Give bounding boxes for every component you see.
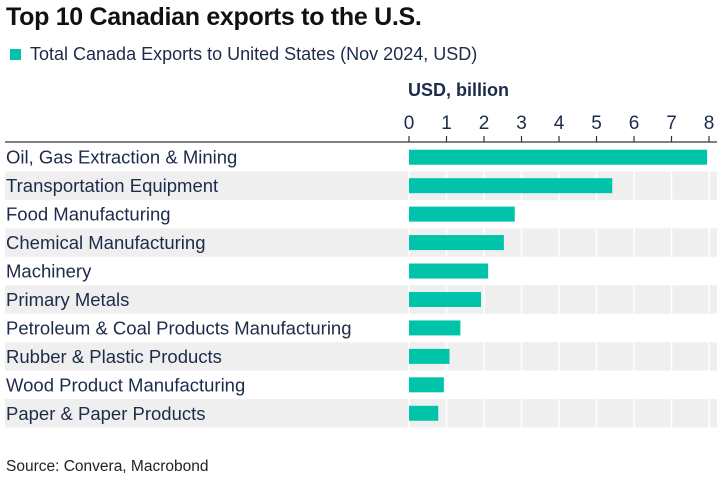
bar <box>409 263 489 279</box>
x-tick-label: 0 <box>404 113 415 134</box>
category-label: Wood Product Manufacturing <box>6 374 245 395</box>
legend-label: Total Canada Exports to United States (N… <box>30 43 478 64</box>
bar <box>409 405 439 421</box>
category-label: Transportation Equipment <box>6 175 218 196</box>
bar <box>409 235 504 251</box>
legend-swatch <box>10 48 21 60</box>
bar <box>409 377 444 393</box>
row-band <box>5 342 717 371</box>
x-tick-label: 5 <box>591 113 602 134</box>
x-tick-label: 1 <box>441 113 452 134</box>
x-tick-label: 8 <box>704 113 715 134</box>
category-label: Paper & Paper Products <box>6 403 206 424</box>
bar <box>409 149 708 165</box>
bar <box>409 291 481 307</box>
row-band <box>5 285 717 314</box>
x-tick-label: 4 <box>554 113 565 134</box>
category-label: Machinery <box>6 261 92 282</box>
category-label: Rubber & Plastic Products <box>6 346 222 367</box>
category-label: Primary Metals <box>6 289 129 310</box>
category-label: Chemical Manufacturing <box>6 232 205 253</box>
x-axis-label: USD, billion <box>408 80 509 100</box>
category-label: Oil, Gas Extraction & Mining <box>6 147 237 168</box>
legend: Total Canada Exports to United States (N… <box>10 42 477 66</box>
x-tick-label: 3 <box>516 113 527 134</box>
chart-title: Top 10 Canadian exports to the U.S. <box>6 3 422 31</box>
x-tick-label: 7 <box>666 113 677 134</box>
bar <box>409 348 450 364</box>
bar <box>409 178 613 194</box>
x-tick-label: 2 <box>479 113 490 134</box>
x-tick-label: 6 <box>629 113 640 134</box>
bar <box>409 206 515 222</box>
source-note: Source: Convera, Macrobond <box>6 458 209 475</box>
row-band <box>5 399 717 428</box>
category-label: Petroleum & Coal Products Manufacturing <box>6 317 352 338</box>
bar <box>409 320 461 336</box>
category-label: Food Manufacturing <box>6 204 171 225</box>
row-band <box>5 228 717 257</box>
